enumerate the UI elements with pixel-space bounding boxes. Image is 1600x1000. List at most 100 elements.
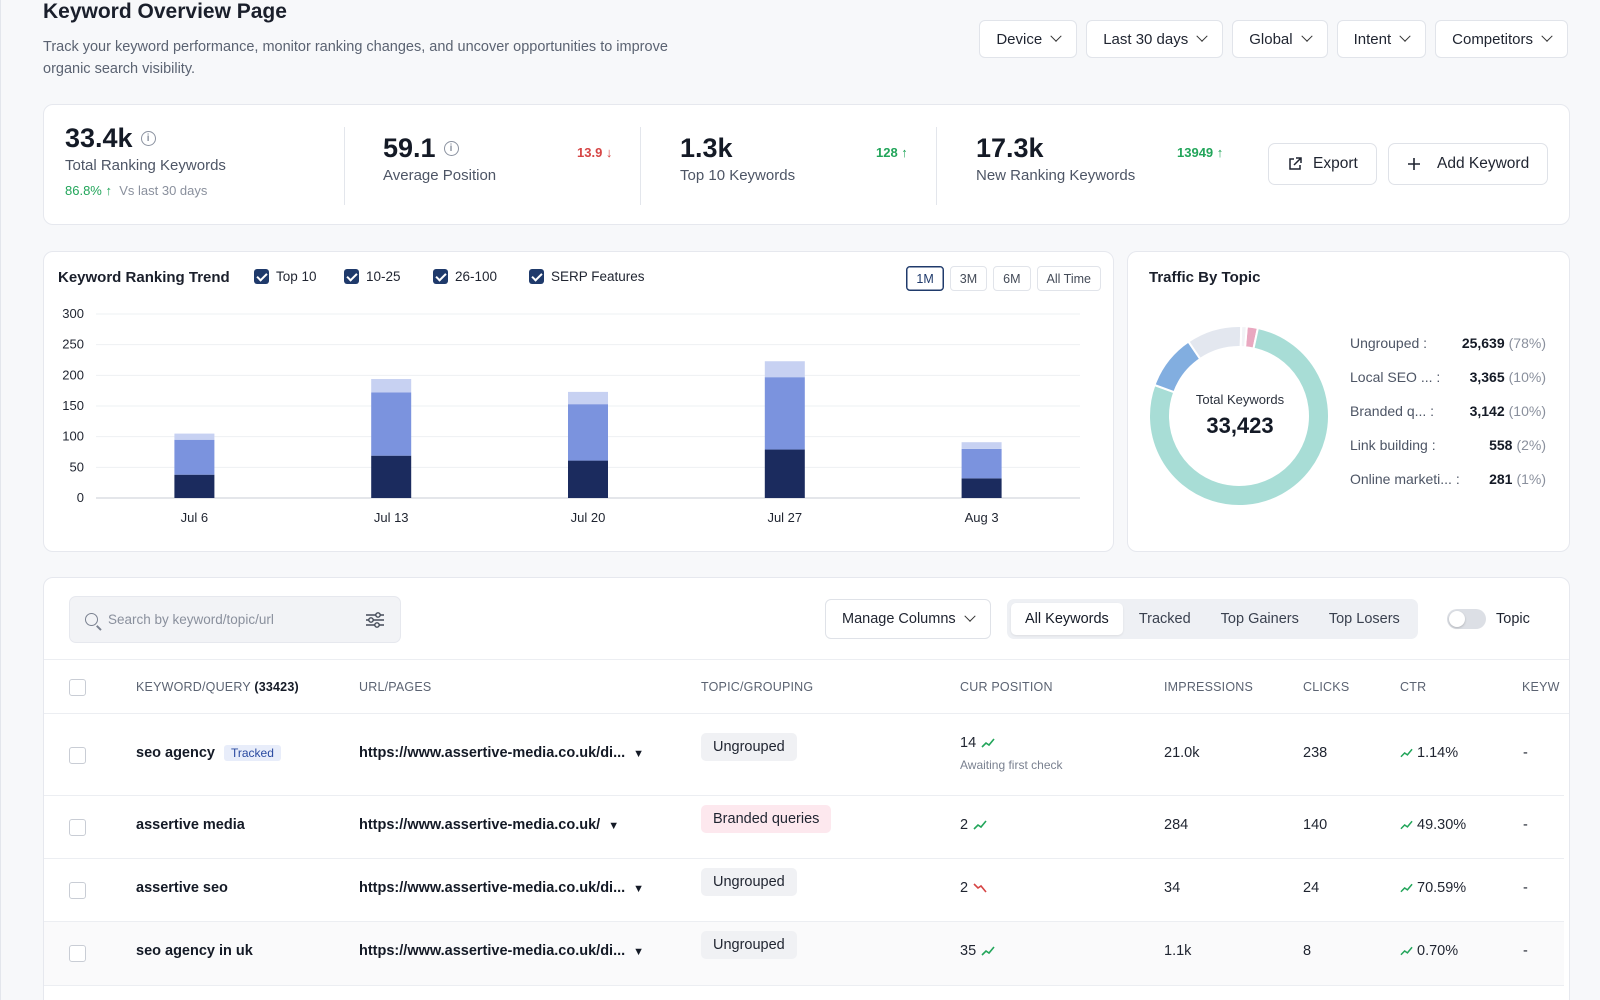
row-checkbox[interactable]: [69, 747, 86, 764]
url-cell[interactable]: https://www.assertive-media.co.uk/di... ▼: [359, 943, 645, 959]
filter-sliders-icon[interactable]: [365, 611, 385, 629]
bar-segment-top-10[interactable]: [568, 460, 608, 498]
tab-top-losers[interactable]: Top Losers: [1328, 611, 1400, 627]
info-icon[interactable]: i: [140, 131, 156, 146]
col-ctr[interactable]: CTR: [1400, 680, 1427, 694]
col-url[interactable]: URL/PAGES: [359, 680, 432, 694]
legend-26-100[interactable]: 26-100: [433, 269, 497, 284]
url-cell[interactable]: https://www.assertive-media.co.uk/di... ▼: [359, 880, 645, 896]
divider: [640, 127, 641, 205]
table-row[interactable]: assertive media https://www.assertive-me…: [44, 796, 1564, 859]
trend-up-icon: [981, 946, 995, 956]
col-clicks[interactable]: CLICKS: [1303, 680, 1350, 694]
bar-segment-top-10[interactable]: [764, 449, 805, 498]
col-position[interactable]: CUR POSITION: [960, 680, 1053, 694]
caret-down-icon[interactable]: ▼: [633, 748, 645, 760]
toggle-switch[interactable]: [1447, 609, 1486, 629]
caret-down-icon[interactable]: ▼: [608, 820, 620, 832]
bar-segment-top-10[interactable]: [174, 474, 215, 498]
caret-down-icon[interactable]: ▼: [633, 883, 645, 895]
table-row[interactable]: seo agency Tracked https://www.assertive-…: [44, 714, 1564, 796]
y-tick-label: 250: [62, 337, 84, 352]
add-keyword-button[interactable]: Add Keyword: [1388, 143, 1549, 185]
topic-toggle[interactable]: Topic: [1447, 609, 1530, 629]
row-checkbox[interactable]: [69, 945, 86, 962]
stat-top10-keywords: 1.3k Top 10 Keywords: [680, 133, 795, 184]
topic-row: Ungrouped :25,639 (78%): [1350, 335, 1546, 369]
bar-segment-26-100[interactable]: [961, 442, 1002, 449]
competitors-filter[interactable]: Competitors: [1435, 20, 1568, 58]
bar-segment-26-100[interactable]: [568, 391, 608, 405]
bar-segment-10-25[interactable]: [961, 448, 1002, 479]
stat-new-value: 17.3k: [976, 133, 1044, 163]
table-row[interactable]: seo agency in uk https://www.assertive-m…: [44, 922, 1564, 986]
bar-segment-10-25[interactable]: [371, 392, 412, 456]
col-keyword[interactable]: KEYWORD/QUERY (33423): [136, 680, 299, 694]
keywords-table-card: Manage Columns All Keywords Tracked Top …: [43, 577, 1570, 1000]
position-note: Awaiting first check: [960, 758, 1063, 772]
y-tick-label: 150: [62, 398, 84, 413]
tab-all-keywords[interactable]: All Keywords: [1011, 603, 1123, 635]
col-keyw[interactable]: KEYW: [1522, 680, 1560, 694]
caret-down-icon[interactable]: ▼: [633, 946, 645, 958]
url-cell[interactable]: https://www.assertive-media.co.uk/▼: [359, 817, 620, 833]
chevron-down-icon: [1541, 30, 1553, 42]
col-impressions[interactable]: IMPRESSIONS: [1164, 680, 1254, 694]
clicks-cell: 8: [1303, 943, 1312, 959]
donut-slice-ungrouped[interactable]: [1148, 326, 1330, 507]
bar-segment-10-25[interactable]: [764, 377, 805, 450]
range-tab-3m[interactable]: 3M: [949, 266, 988, 291]
bar-segment-26-100[interactable]: [764, 361, 805, 378]
tracked-badge: Tracked: [224, 745, 281, 761]
table-row[interactable]: assertive seo https://www.assertive-medi…: [44, 859, 1564, 922]
intent-filter[interactable]: Intent: [1336, 20, 1427, 58]
range-tab-all-time[interactable]: All Time: [1036, 266, 1101, 291]
select-all-checkbox[interactable]: [69, 679, 86, 696]
divider: [936, 127, 937, 205]
manage-columns-button[interactable]: Manage Columns: [825, 599, 991, 639]
bar-segment-26-100[interactable]: [371, 379, 412, 393]
tab-top-gainers[interactable]: Top Gainers: [1220, 611, 1299, 627]
info-icon[interactable]: i: [443, 141, 459, 156]
search-input[interactable]: [108, 612, 355, 627]
tab-tracked[interactable]: Tracked: [1138, 611, 1191, 627]
bar-segment-10-25[interactable]: [568, 404, 608, 461]
row-checkbox[interactable]: [69, 882, 86, 899]
export-button[interactable]: Export: [1268, 143, 1377, 185]
legend-serp-features[interactable]: SERP Features: [529, 269, 645, 284]
row-checkbox[interactable]: [69, 819, 86, 836]
trend-up-icon: [981, 738, 995, 748]
bar-segment-top-10[interactable]: [371, 455, 412, 498]
bar-segment-26-100[interactable]: [174, 433, 215, 440]
topic-name: Online marketi... :: [1350, 471, 1460, 487]
legend-top10[interactable]: Top 10: [254, 269, 317, 284]
range-tab-6m[interactable]: 6M: [993, 266, 1031, 291]
col-topic[interactable]: TOPIC/GROUPING: [701, 680, 814, 694]
keyw-cell: -: [1523, 745, 1528, 761]
x-tick-label: Jul 6: [181, 510, 208, 525]
donut-slice-local-seo[interactable]: [1187, 325, 1243, 361]
trend-up-icon: [1400, 820, 1413, 830]
stat-new-delta: 13949 ↑: [1177, 145, 1224, 160]
donut-slice-online-marketi[interactable]: [1239, 325, 1248, 349]
url-cell[interactable]: https://www.assertive-media.co.uk/di... ▼: [359, 745, 645, 761]
checkbox-checked-icon: [433, 269, 448, 284]
chevron-down-icon: [1300, 30, 1313, 42]
stat-new-keywords: 17.3k New Ranking Keywords: [976, 133, 1135, 184]
chart-title: Keyword Ranking Trend: [58, 269, 230, 286]
x-tick-label: Aug 3: [965, 510, 999, 525]
page-title: Keyword Overview Page: [43, 0, 287, 23]
bar-segment-10-25[interactable]: [174, 439, 215, 475]
bar-segment-top-10[interactable]: [961, 478, 1002, 498]
legend-10-25[interactable]: 10-25: [344, 269, 401, 284]
range-tab-1m[interactable]: 1M: [906, 266, 944, 291]
date-range-filter[interactable]: Last 30 days: [1086, 20, 1224, 58]
impressions-cell: 34: [1164, 880, 1181, 896]
search-box[interactable]: [69, 596, 401, 643]
topic-row: Local SEO ... :3,365 (10%): [1350, 369, 1546, 403]
keyw-cell: -: [1523, 817, 1528, 833]
stat-top10-delta: 128 ↑: [876, 145, 908, 160]
device-filter[interactable]: Device: [979, 20, 1078, 58]
stat-top10-label: Top 10 Keywords: [680, 167, 796, 184]
region-filter[interactable]: Global: [1232, 20, 1328, 58]
